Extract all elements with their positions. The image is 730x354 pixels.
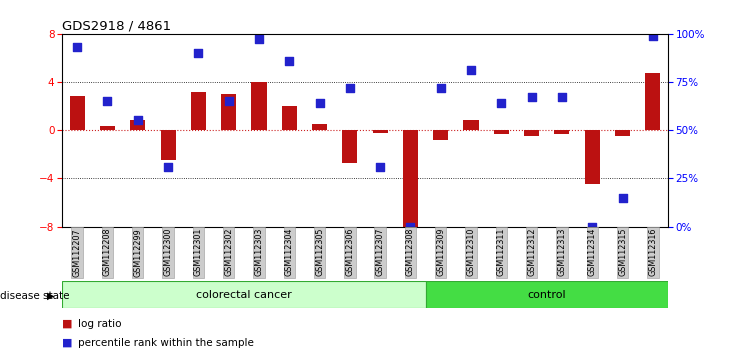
Bar	[524, 130, 539, 136]
Text: GSM112315: GSM112315	[618, 228, 627, 276]
Bar	[403, 130, 418, 228]
Bar	[161, 130, 176, 160]
Point	[496, 100, 507, 106]
Point	[586, 224, 598, 229]
Bar	[130, 120, 145, 130]
Text: GSM112304: GSM112304	[285, 228, 293, 276]
Bar	[554, 130, 569, 134]
Text: GSM112305: GSM112305	[315, 228, 324, 276]
Bar	[282, 106, 297, 130]
Point	[526, 95, 537, 100]
Text: GSM112307: GSM112307	[376, 228, 385, 276]
Bar	[100, 126, 115, 130]
Point	[344, 85, 356, 91]
Point	[617, 195, 629, 200]
Text: percentile rank within the sample: percentile rank within the sample	[78, 338, 254, 348]
Bar	[615, 130, 630, 136]
Point	[193, 50, 204, 56]
Text: ■: ■	[62, 338, 72, 348]
Bar	[464, 120, 479, 130]
Point	[647, 33, 658, 38]
Text: GSM112208: GSM112208	[103, 228, 112, 276]
Point	[223, 98, 234, 104]
Point	[465, 68, 477, 73]
Bar	[221, 94, 237, 130]
Text: GSM112306: GSM112306	[345, 228, 354, 276]
Text: GSM112303: GSM112303	[255, 228, 264, 276]
Text: ■: ■	[62, 319, 72, 329]
Point	[101, 98, 113, 104]
Text: control: control	[528, 290, 566, 300]
Point	[435, 85, 447, 91]
Point	[162, 164, 174, 170]
Bar	[493, 130, 509, 134]
Bar	[372, 130, 388, 132]
Bar	[426, 281, 668, 308]
Point	[374, 164, 386, 170]
Text: GSM112316: GSM112316	[648, 228, 657, 276]
Point	[253, 36, 265, 42]
Bar	[312, 124, 327, 130]
Text: GSM112300: GSM112300	[164, 228, 172, 276]
Text: GSM112311: GSM112311	[497, 228, 506, 276]
Text: GSM112207: GSM112207	[73, 228, 82, 276]
Point	[132, 118, 144, 123]
Text: GDS2918 / 4861: GDS2918 / 4861	[62, 19, 171, 33]
Text: GSM112310: GSM112310	[466, 228, 475, 276]
Point	[283, 58, 295, 63]
Text: GSM112299: GSM112299	[134, 228, 142, 276]
Text: GSM112313: GSM112313	[558, 228, 566, 276]
Text: log ratio: log ratio	[78, 319, 122, 329]
Text: disease state: disease state	[0, 291, 69, 301]
Text: GSM112302: GSM112302	[224, 228, 233, 276]
Bar	[645, 73, 661, 130]
Text: GSM112309: GSM112309	[437, 228, 445, 276]
Text: GSM112312: GSM112312	[527, 228, 536, 276]
Bar	[585, 130, 600, 184]
Point	[72, 44, 83, 50]
Point	[314, 100, 326, 106]
Bar	[251, 82, 266, 130]
Bar	[433, 130, 448, 140]
Text: ▶: ▶	[47, 291, 54, 301]
Text: GSM112308: GSM112308	[406, 228, 415, 276]
Bar	[342, 130, 358, 162]
Text: GSM112314: GSM112314	[588, 228, 596, 276]
Point	[404, 224, 416, 229]
Text: GSM112301: GSM112301	[194, 228, 203, 276]
Bar	[191, 92, 206, 130]
Text: colorectal cancer: colorectal cancer	[196, 290, 292, 300]
Point	[556, 95, 568, 100]
Bar	[69, 96, 85, 130]
Bar	[62, 281, 426, 308]
